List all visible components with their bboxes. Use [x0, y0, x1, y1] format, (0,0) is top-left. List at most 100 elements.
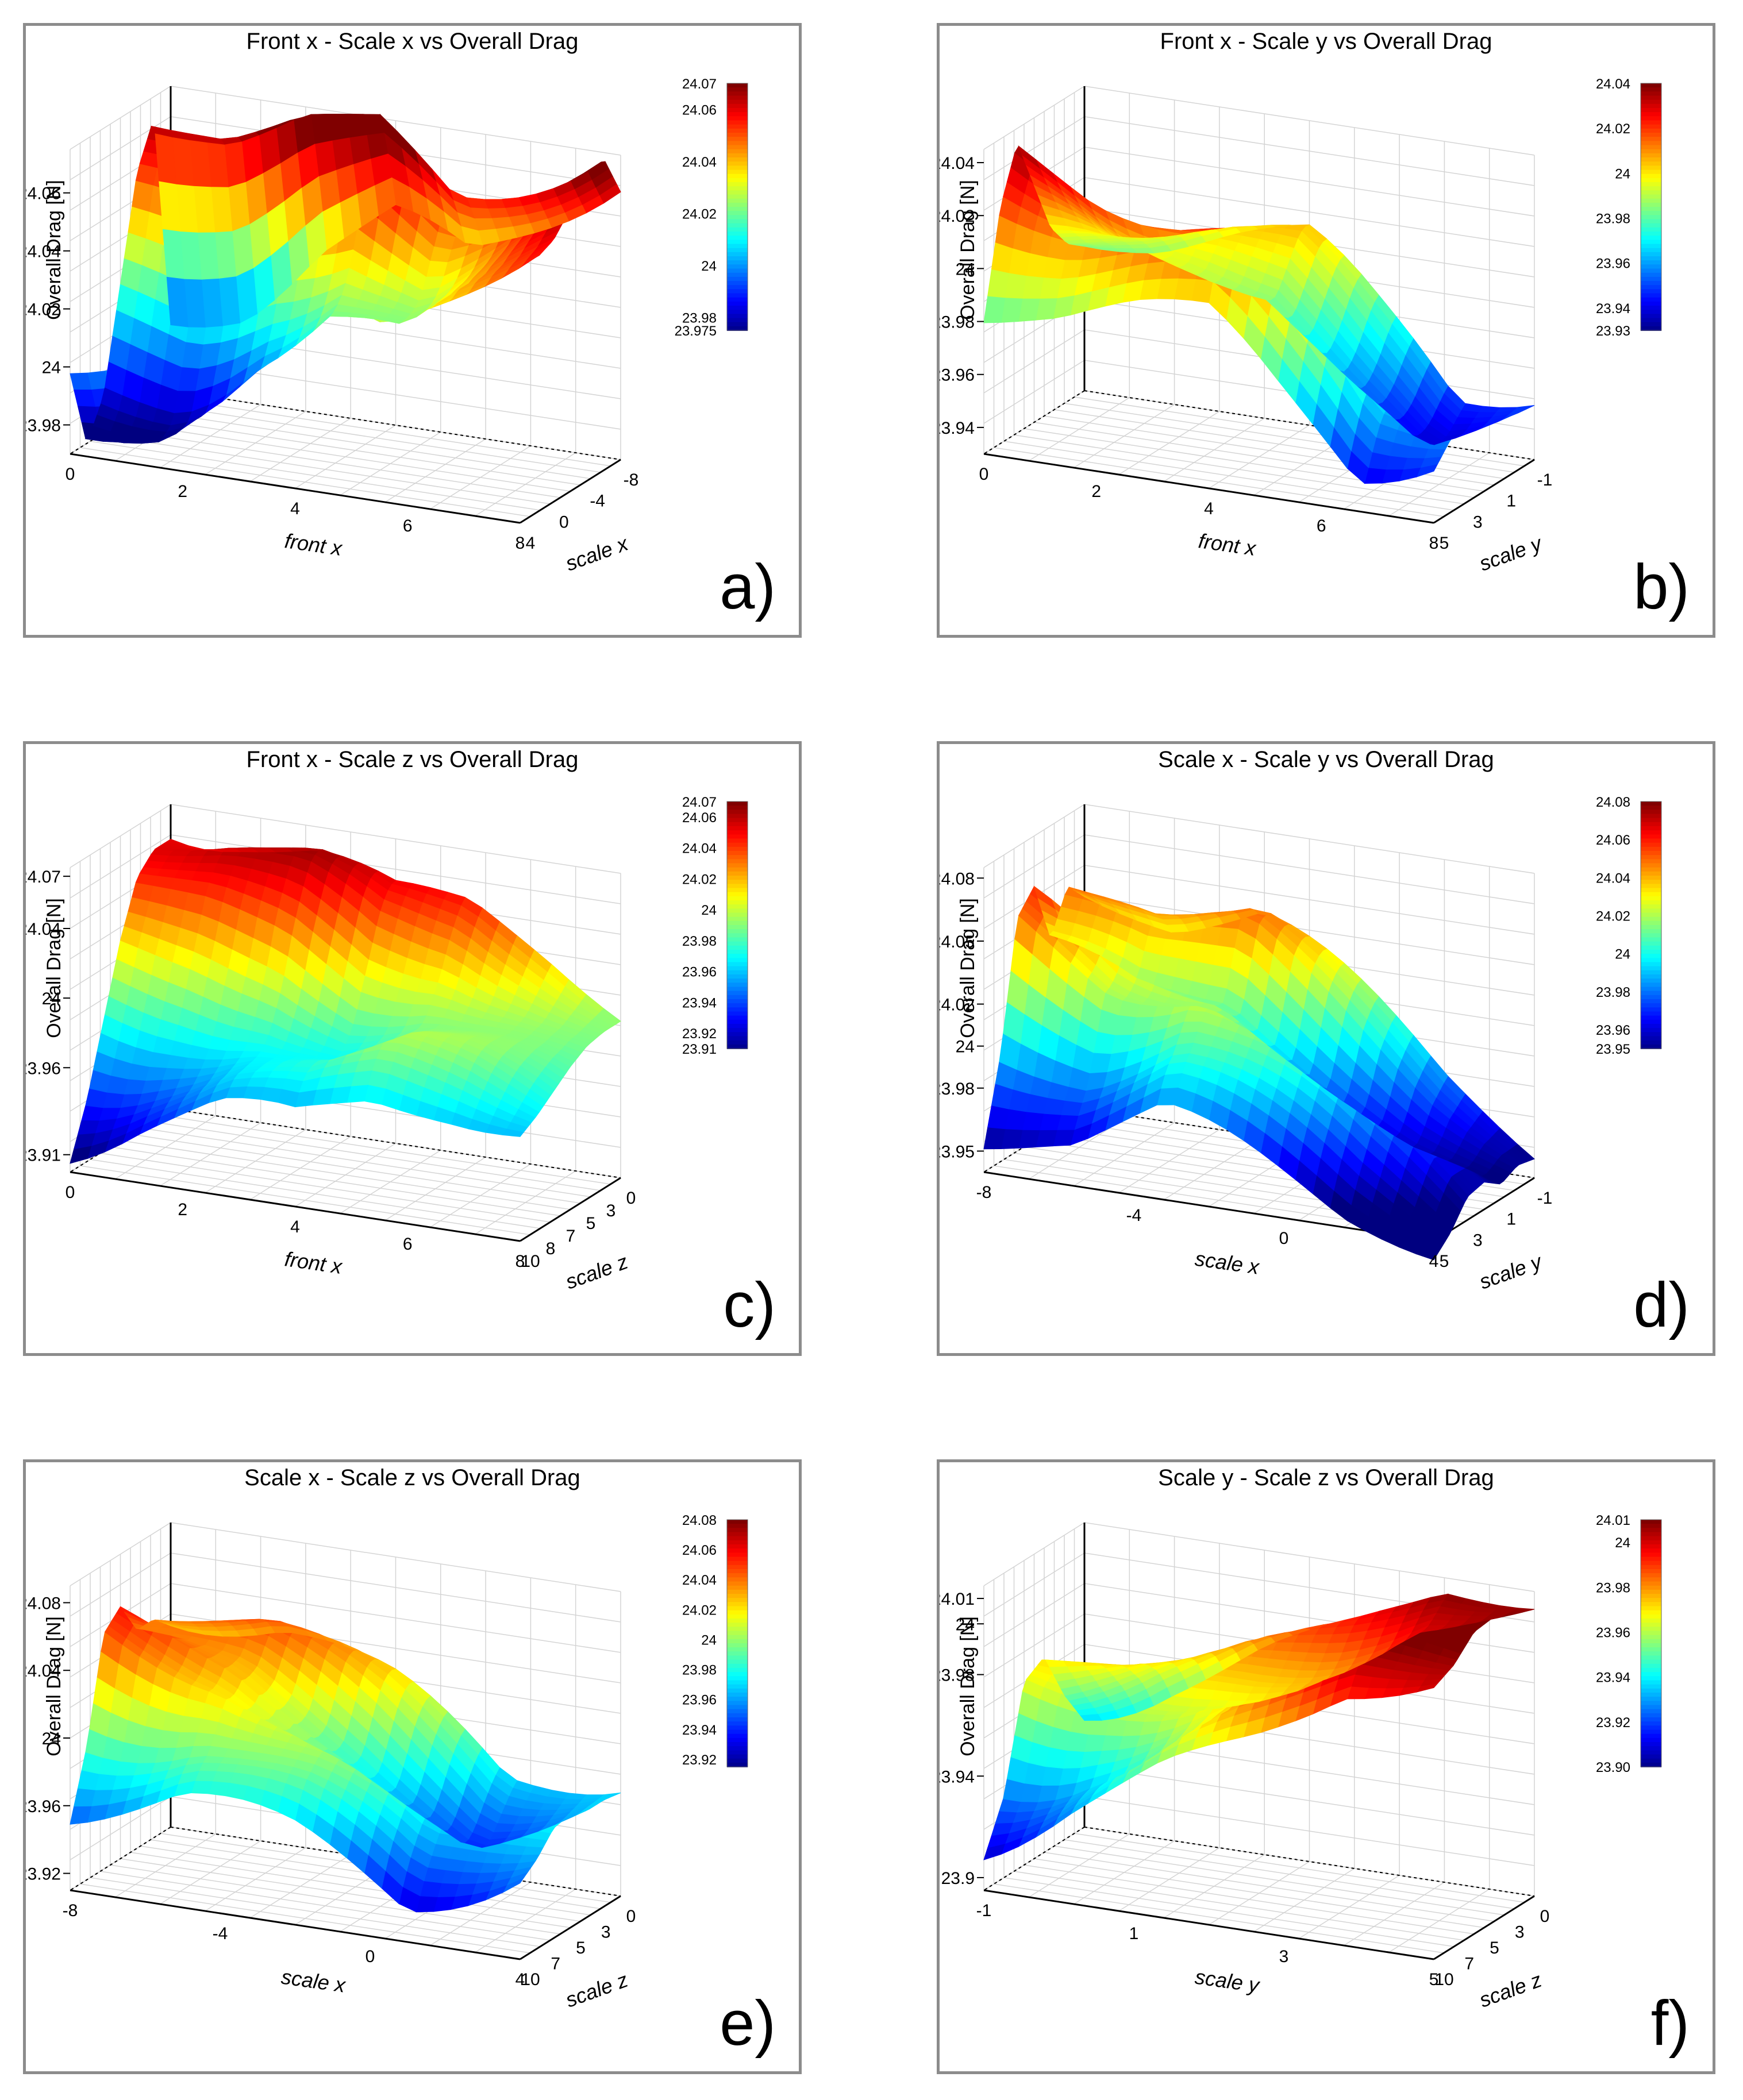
- floor-gridline: [1014, 434, 1464, 504]
- colorbar-swatch: [727, 318, 748, 323]
- colorbar-swatch: [727, 1676, 748, 1681]
- right-wall-gridline: [1084, 147, 1535, 217]
- colorbar-swatch: [727, 1680, 748, 1685]
- colorbar-swatch: [1641, 867, 1661, 872]
- colorbar-swatch: [727, 842, 748, 847]
- colorbar-swatch: [1641, 1040, 1661, 1045]
- floor-gridline: [1024, 1864, 1475, 1935]
- colorbar-swatch: [1641, 211, 1661, 216]
- colorbar-swatch: [727, 1540, 748, 1545]
- z-tick-label: 24: [956, 1038, 975, 1057]
- colorbar-tick-label: 24.07: [682, 76, 717, 92]
- colorbar-swatch: [727, 1606, 748, 1611]
- colorbar-swatch: [1641, 297, 1661, 302]
- colorbar-tick-label: 23.92: [682, 1752, 717, 1768]
- colorbar-swatch: [1641, 124, 1661, 129]
- z-axis-label: Overall Drag [N]: [957, 180, 979, 320]
- colorbar-swatch: [1641, 137, 1661, 142]
- y-tick-label: 1: [1506, 1210, 1516, 1229]
- colorbar-swatch: [1641, 149, 1661, 154]
- colorbar-swatch: [1641, 248, 1661, 253]
- colorbar-swatch: [727, 851, 748, 856]
- colorbar-swatch: [727, 219, 748, 224]
- colorbar-tick-label: 24: [701, 903, 717, 918]
- colorbar-swatch: [727, 1040, 748, 1045]
- colorbar-swatch: [1641, 859, 1661, 864]
- colorbar-group: 24.0724.0624.0424.022423.9823.9623.9423.…: [682, 795, 748, 1057]
- hidden-edge: [170, 1827, 621, 1897]
- colorbar-swatch: [727, 1528, 748, 1533]
- colorbar-swatch: [727, 867, 748, 872]
- left-wall-gridline: [70, 86, 171, 150]
- colorbar-swatch: [1641, 260, 1661, 265]
- floor-gridline: [340, 1150, 441, 1214]
- z-tick-label: 23.96: [940, 366, 975, 385]
- colorbar-swatch: [1641, 227, 1661, 232]
- x-axis-line: [70, 1171, 521, 1242]
- colorbar-swatch: [727, 1024, 748, 1029]
- colorbar-swatch: [727, 128, 748, 133]
- hidden-edge: [70, 1827, 171, 1891]
- colorbar-tick-label: 23.98: [682, 1663, 717, 1678]
- colorbar-tick-label: 24.06: [1596, 833, 1630, 848]
- y-tick-label: -8: [624, 471, 639, 490]
- x-tick-label: 0: [979, 465, 989, 484]
- panel-label: d): [1633, 1270, 1690, 1340]
- colorbar-swatch: [1641, 1028, 1661, 1033]
- y-tick-label: -1: [1537, 471, 1553, 490]
- y-tick-label: 8: [546, 1239, 556, 1258]
- colorbar-swatch: [727, 912, 748, 918]
- colorbar-swatch: [1641, 810, 1661, 815]
- colorbar-swatch: [727, 954, 748, 959]
- surface-plot-b: 23.9423.9623.982424.0224.0402468531-1fro…: [940, 76, 1662, 576]
- colorbar-swatch: [1641, 912, 1661, 918]
- colorbar-swatch: [727, 1709, 748, 1714]
- z-tick-label: 24.02: [940, 996, 975, 1015]
- z-axis-label: Overall Drag [N]: [957, 898, 979, 1038]
- x-tick-label: 0: [1279, 1229, 1289, 1248]
- colorbar-swatch: [1641, 929, 1661, 934]
- surface-group: [70, 1606, 621, 1913]
- colorbar-swatch: [1641, 116, 1661, 121]
- colorbar-swatch: [1641, 970, 1661, 975]
- colorbar-swatch: [727, 1003, 748, 1008]
- chart-panel-d: 23.9523.982424.0224.0524.08-8-404531-1sc…: [937, 741, 1715, 1356]
- colorbar-swatch: [1641, 814, 1661, 819]
- colorbar-swatch: [727, 285, 748, 290]
- z-tick-label: 24: [956, 260, 975, 279]
- colorbar-swatch: [727, 1602, 748, 1607]
- y-tick-label: 10: [521, 1970, 540, 1989]
- colorbar-swatch: [727, 888, 748, 893]
- colorbar-swatch: [727, 1619, 748, 1624]
- colorbar-swatch: [1641, 232, 1661, 237]
- right-wall-gridline: [1084, 177, 1535, 247]
- z-tick-label: 23.91: [26, 1146, 61, 1165]
- colorbar-swatch: [727, 1573, 748, 1578]
- colorbar-swatch: [727, 244, 748, 249]
- right-wall-gridline: [170, 1522, 621, 1592]
- chart-title: Front x - Scale z vs Overall Drag: [246, 747, 579, 772]
- y-tick-label: 10: [521, 1252, 540, 1271]
- colorbar-swatch: [727, 1532, 748, 1537]
- colorbar-swatch: [727, 970, 748, 975]
- colorbar-swatch: [1641, 892, 1661, 897]
- colorbar-swatch: [727, 95, 748, 101]
- z-axis-label: Overall Drag [N]: [43, 180, 65, 320]
- colorbar-swatch: [727, 293, 748, 298]
- left-wall-gridline: [70, 1522, 171, 1586]
- floor-gridline: [80, 1883, 530, 1953]
- colorbar-swatch: [727, 223, 748, 228]
- colorbar-swatch: [727, 929, 748, 934]
- colorbar-swatch: [727, 268, 748, 273]
- colorbar-swatch: [727, 1520, 748, 1525]
- colorbar-swatch: [1641, 223, 1661, 228]
- colorbar-swatch: [727, 1019, 748, 1024]
- x-axis-line: [983, 1171, 1434, 1242]
- surface-group: [70, 113, 621, 444]
- colorbar-swatch: [1641, 314, 1661, 319]
- floor-gridline: [384, 1157, 486, 1221]
- colorbar-swatch: [1641, 818, 1661, 823]
- colorbar-swatch: [727, 1544, 748, 1550]
